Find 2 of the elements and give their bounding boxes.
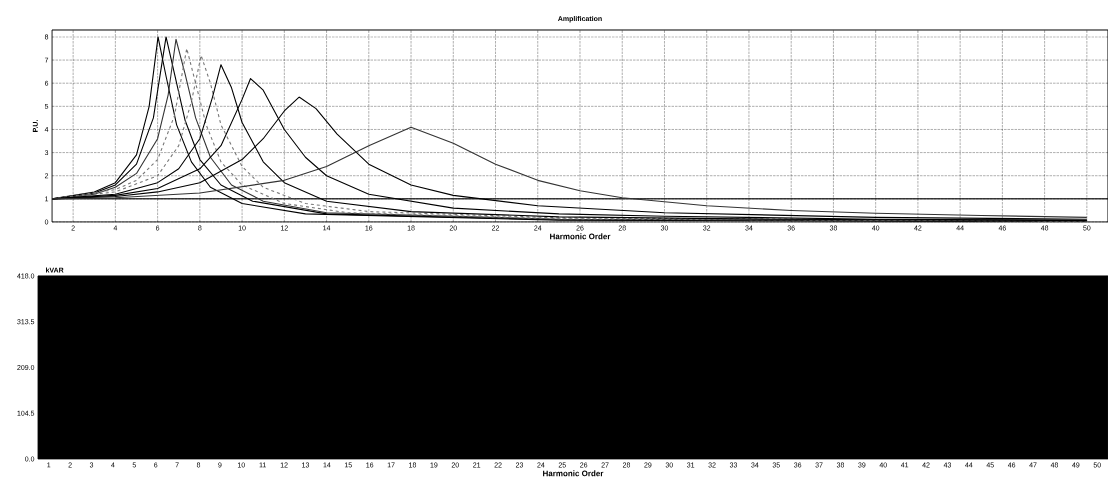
x-axis-title: Harmonic Order [543,470,604,477]
x-axis-title: Harmonic Order [550,233,611,240]
